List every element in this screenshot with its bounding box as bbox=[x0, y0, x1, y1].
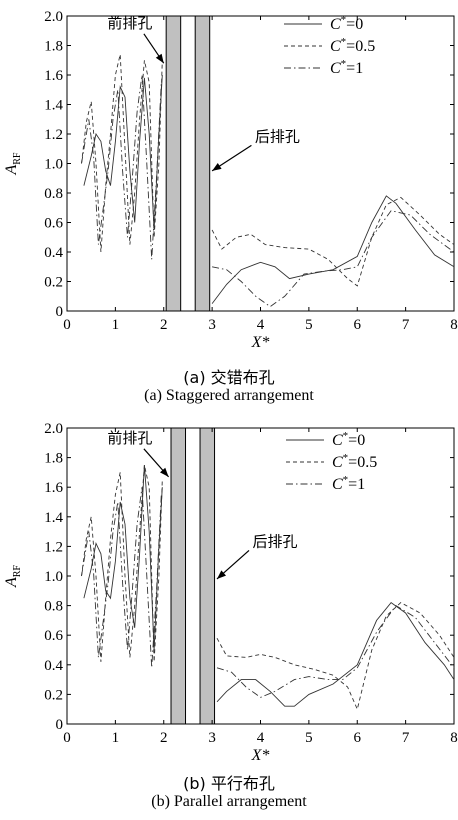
y-tick-label: 1.0 bbox=[44, 569, 63, 585]
legend-label: C*=1 bbox=[330, 58, 363, 77]
chart-staggered: 0 1 2 3 4 5 6 7 8 0 0.2 0.4 0.6 0.8 1.0 1.2 1.4 1.6 1.8 2.0… bbox=[3, 9, 458, 351]
series-line-dashed bbox=[81, 54, 163, 253]
x-tick-label: 8 bbox=[450, 317, 458, 333]
y-tick-label: 1.6 bbox=[44, 68, 63, 84]
y-tick-label: 0 bbox=[56, 717, 64, 733]
y-tick-label: 0.2 bbox=[44, 275, 63, 291]
x-tick-label: 4 bbox=[257, 317, 265, 333]
x-tick-label: 2 bbox=[160, 730, 168, 746]
hole-bar bbox=[165, 15, 182, 312]
y-axis-label: ARF bbox=[3, 565, 23, 588]
hole-bar bbox=[194, 15, 211, 312]
y-tick-label: 1.0 bbox=[44, 157, 63, 173]
series-line-dashdot bbox=[212, 210, 455, 308]
caption-cn: (b) 平行布孔 bbox=[183, 774, 275, 793]
x-tick-label: 0 bbox=[63, 730, 71, 746]
panel-parallel: 0 1 2 3 4 5 6 7 8 0 0.2 0.4 0.6 0.8 1.0 1.2 1.4 1.6 1.8 2.0… bbox=[0, 412, 458, 820]
x-tick-label: 1 bbox=[112, 730, 120, 746]
y-tick-label: 1.4 bbox=[44, 510, 63, 526]
caption-cn: (a) 交错布孔 bbox=[183, 368, 275, 387]
series-line-solid bbox=[83, 74, 163, 230]
annotation-label: 后排孔 bbox=[255, 127, 300, 145]
legend-label: C*=1 bbox=[332, 474, 365, 493]
y-tick-label: 0.4 bbox=[44, 658, 63, 674]
series-line-dashed bbox=[211, 196, 455, 287]
annotation-label: 后排孔 bbox=[253, 532, 298, 550]
x-tick-label: 4 bbox=[257, 730, 265, 746]
y-tick-label: 1.8 bbox=[44, 451, 63, 467]
arrow-head bbox=[160, 467, 169, 477]
y-tick-label: 1.2 bbox=[44, 539, 63, 555]
y-tick-label: 1.8 bbox=[44, 39, 63, 55]
x-tick-label: 0 bbox=[63, 317, 71, 333]
legend-label: C*=0 bbox=[332, 430, 365, 449]
legend-label: C*=0.5 bbox=[332, 452, 377, 471]
y-tick-label: 0.4 bbox=[44, 245, 63, 261]
y-tick-label: 0.6 bbox=[44, 216, 63, 232]
series-line-dashdot bbox=[216, 604, 455, 698]
series-line-solid bbox=[216, 601, 455, 707]
legend-label: C*=0 bbox=[330, 14, 363, 33]
x-tick-label: 5 bbox=[305, 317, 313, 333]
panel-staggered: 0 1 2 3 4 5 6 7 8 0 0.2 0.4 0.6 0.8 1.0 1.2 1.4 1.6 1.8 2.0… bbox=[3, 9, 458, 404]
chart-parallel: 0 1 2 3 4 5 6 7 8 0 0.2 0.4 0.6 0.8 1.0 1.2 1.4 1.6 1.8 2.0… bbox=[3, 421, 458, 764]
series-line-dashed bbox=[216, 602, 455, 711]
series-line-dashdot bbox=[81, 74, 162, 260]
y-tick-label: 1.4 bbox=[44, 98, 63, 114]
y-tick-label: 0 bbox=[56, 304, 64, 320]
x-axis-label: X* bbox=[251, 747, 270, 764]
arrow-head bbox=[212, 163, 222, 171]
arrow-head bbox=[216, 570, 227, 579]
x-tick-label: 6 bbox=[354, 317, 362, 333]
x-tick-label: 8 bbox=[450, 730, 458, 746]
caption-en: (a) Staggered arrangement bbox=[144, 387, 314, 404]
x-tick-label: 6 bbox=[354, 730, 362, 746]
x-tick-label: 3 bbox=[208, 317, 216, 333]
y-axis-label: ARF bbox=[3, 152, 23, 175]
series-line-dashdot bbox=[81, 487, 162, 668]
x-tick-label: 1 bbox=[112, 317, 120, 333]
y-tick-label: 0.8 bbox=[44, 186, 63, 202]
x-tick-label: 2 bbox=[160, 317, 168, 333]
y-tick-label: 0.6 bbox=[44, 628, 63, 644]
x-tick-label: 7 bbox=[402, 317, 410, 333]
x-tick-label: 3 bbox=[208, 730, 216, 746]
hole-bar bbox=[170, 427, 187, 725]
y-tick-label: 2.0 bbox=[44, 421, 63, 437]
y-tick-label: 0.2 bbox=[44, 687, 63, 703]
hole-bar bbox=[199, 427, 216, 725]
annotation-label: 前排孔 bbox=[107, 14, 152, 32]
series-line-solid bbox=[211, 195, 455, 304]
y-tick-label: 0.8 bbox=[44, 599, 63, 615]
x-tick-label: 5 bbox=[305, 730, 313, 746]
y-tick-label: 1.2 bbox=[44, 127, 63, 143]
x-axis-label: X* bbox=[251, 334, 270, 351]
y-tick-label: 2.0 bbox=[44, 9, 63, 25]
series-line-solid bbox=[83, 464, 163, 651]
y-tick-label: 1.6 bbox=[44, 480, 63, 496]
caption-en: (b) Parallel arrangement bbox=[151, 793, 307, 810]
plot-frame bbox=[66, 15, 455, 312]
x-tick-label: 7 bbox=[402, 730, 410, 746]
arrow-head bbox=[155, 53, 164, 64]
legend-label: C*=0.5 bbox=[330, 36, 375, 55]
annotation-label: 前排孔 bbox=[107, 429, 152, 447]
